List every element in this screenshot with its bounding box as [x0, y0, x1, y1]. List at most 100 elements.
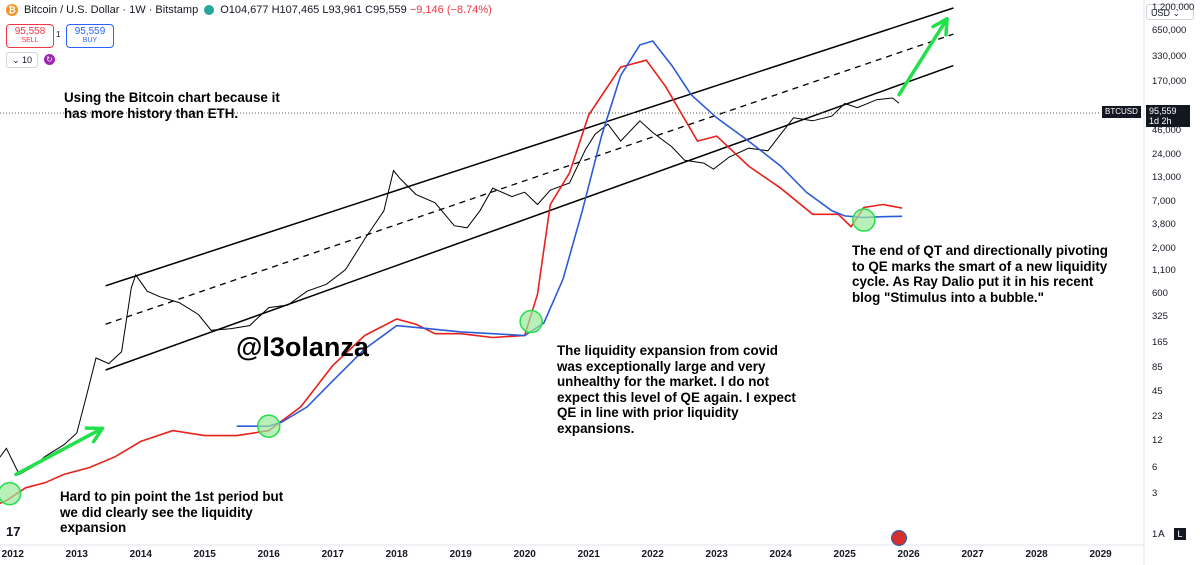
- x-tick-label: 2012: [1, 549, 24, 560]
- auto-scale-button[interactable]: A: [1158, 529, 1165, 540]
- x-tick-label: 2013: [65, 549, 88, 560]
- chevron-down-icon: ⌄: [11, 55, 20, 65]
- channel-upper-line: [105, 7, 954, 287]
- y-tick-label: 12: [1152, 435, 1163, 447]
- x-tick-label: 2018: [385, 549, 408, 560]
- log-scale-button[interactable]: L: [1174, 528, 1186, 540]
- y-tick-label: 24,000: [1152, 149, 1182, 161]
- annotation-right: The end of QT and directionally pivoting…: [852, 243, 1108, 305]
- trend-arrow-head: [84, 426, 105, 444]
- author-handle: @l3olanza: [236, 332, 369, 362]
- sell-label: SELL: [21, 37, 39, 44]
- channel-lower-line: [105, 64, 954, 371]
- x-tick-label: 2022: [641, 549, 664, 560]
- last-price: 95,559: [1149, 106, 1177, 116]
- y-tick-label: 165: [1152, 336, 1168, 348]
- y-tick-label: 3,800: [1152, 218, 1176, 230]
- annotation-line: expansions.: [557, 420, 635, 436]
- trend-arrow-shaft: [14, 426, 105, 477]
- annotation-line: expect this level of QE again. I expect: [557, 389, 796, 405]
- market-status-icon: [204, 5, 215, 15]
- channel-middle-line: [105, 33, 954, 325]
- x-tick-label: 2021: [577, 549, 600, 560]
- y-tick-label: 23: [1152, 410, 1163, 422]
- annotation-bottom-left: Hard to pin point the 1st period but we …: [60, 489, 283, 536]
- buy-label: BUY: [82, 37, 98, 44]
- ohlc-values: O104,677 H107,465 L93,961 C95,559 −9,146…: [220, 4, 492, 16]
- annotation-top-note: Using the Bitcoin chart because it has m…: [64, 90, 280, 121]
- y-tick-label: 3: [1152, 487, 1158, 499]
- chevron-down-icon: ⌄: [1172, 8, 1181, 18]
- symbol-title[interactable]: Bitcoin / U.S. Dollar · 1W · Bitstamp: [24, 4, 199, 16]
- liquidity-average-line: [236, 40, 903, 427]
- annotation-line: expansion: [60, 520, 127, 535]
- x-tick-label: 2016: [257, 549, 280, 560]
- annotation-line: cycle. As Ray Dalio put it in his recent: [852, 274, 1094, 289]
- refresh-icon[interactable]: ↻: [44, 54, 55, 65]
- annotation-line: QE in line with prior liquidity: [557, 405, 739, 420]
- ticker-tag: BTCUSD: [1102, 106, 1141, 118]
- x-tick-label: 2029: [1089, 549, 1112, 560]
- trend-arrow-shaft: [897, 17, 949, 97]
- y-tick-label: 85: [1152, 361, 1163, 373]
- annotation-line: to QE marks the smart of a new liquidity: [852, 258, 1108, 274]
- y-tick-label: 1,200,000: [1152, 2, 1195, 13]
- volume-toggle[interactable]: ⌄ 10: [6, 52, 38, 68]
- annotation-middle: The liquidity expansion from covid was e…: [557, 343, 796, 436]
- annotation-line: The end of QT and directionally pivoting: [852, 243, 1108, 258]
- flag-icon[interactable]: [891, 530, 907, 546]
- buy-price: 95,559: [74, 26, 106, 37]
- last-price-tag: 95,559 1d 2h: [1146, 105, 1190, 127]
- highlight-circle: [519, 309, 543, 334]
- annotation-line: Using the Bitcoin chart because it: [64, 90, 280, 105]
- annotation-line: blog "Stimulus into a bubble.": [852, 289, 1044, 305]
- price-series-line: [0, 97, 900, 476]
- y-tick-label: 6: [1152, 461, 1158, 473]
- annotation-line: has more history than ETH.: [64, 105, 239, 121]
- y-tick-label: 1: [1152, 529, 1158, 540]
- y-tick-label: 325: [1152, 311, 1168, 323]
- annotation-line: was exceptionally large and very: [557, 358, 766, 374]
- y-tick-label: 45: [1152, 385, 1163, 397]
- currency-label: USD: [1151, 8, 1171, 18]
- annotation-line: Hard to pin point the 1st period but: [60, 489, 284, 504]
- bitcoin-icon: ₿: [6, 4, 18, 16]
- highlight-circle: [257, 414, 281, 438]
- y-tick-label: 170,000: [1152, 75, 1187, 87]
- x-tick-label: 2014: [129, 549, 152, 560]
- y-tick-label: 2,000: [1152, 242, 1176, 254]
- spread-value: 1: [56, 30, 61, 39]
- x-tick-label: 2017: [321, 549, 344, 560]
- x-tick-label: 2019: [449, 549, 472, 560]
- buy-button[interactable]: 95,559 BUY: [66, 24, 114, 48]
- x-tick-label: 2025: [833, 549, 856, 560]
- x-tick-label: 2026: [897, 549, 920, 560]
- y-tick-label: 13,000: [1152, 172, 1182, 184]
- trend-arrow-head: [931, 17, 949, 37]
- volume-value: 10: [22, 55, 33, 65]
- x-tick-label: 2027: [961, 549, 984, 560]
- x-tick-label: 2023: [705, 549, 728, 560]
- tradingview-logo: 17: [6, 524, 21, 539]
- y-tick-label: 600: [1152, 288, 1168, 300]
- bar-countdown: 1d 2h: [1149, 116, 1172, 126]
- highlight-circle: [852, 208, 876, 232]
- annotation-line: unhealthy for the market. I do not: [557, 374, 770, 389]
- x-tick-label: 2024: [769, 549, 792, 560]
- x-tick-label: 2020: [513, 549, 536, 560]
- sell-button[interactable]: 95,558 SELL: [6, 24, 54, 48]
- x-tick-label: 2028: [1025, 549, 1048, 560]
- highlight-circle: [0, 481, 22, 506]
- y-tick-label: 330,000: [1152, 50, 1187, 62]
- x-tick-label: 2015: [193, 549, 216, 560]
- annotation-line: we did clearly see the liquidity: [60, 504, 253, 520]
- y-tick-label: 1,100: [1152, 265, 1176, 277]
- y-tick-label: 650,000: [1152, 25, 1187, 37]
- annotation-line: The liquidity expansion from covid: [557, 343, 778, 358]
- liquidity-series-line: [0, 59, 903, 505]
- y-tick-label: 7,000: [1152, 195, 1176, 207]
- currency-selector[interactable]: USD ⌄: [1146, 4, 1194, 20]
- sell-price: 95,558: [14, 26, 46, 37]
- y-tick-label: 46,000: [1152, 124, 1182, 136]
